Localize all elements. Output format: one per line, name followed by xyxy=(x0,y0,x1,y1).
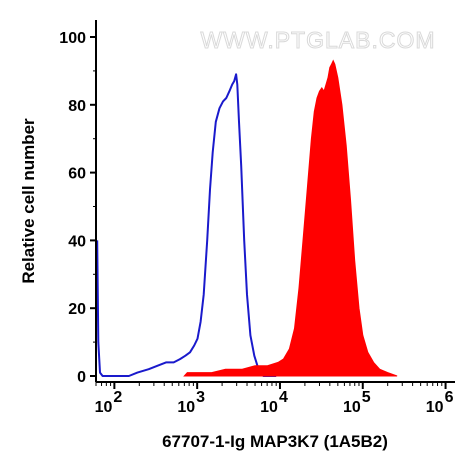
x-tick-label-1000: 10 xyxy=(177,399,195,416)
axes-layer xyxy=(95,20,455,383)
y-tick-label-0: 0 xyxy=(77,369,86,386)
watermark-text: WWW.PTGLAB.COM xyxy=(200,27,435,53)
y-tick-label-100: 100 xyxy=(59,30,86,47)
x-tick-label-1000000: 10 xyxy=(426,399,444,416)
x-tick-exponent-1000: 3 xyxy=(196,389,205,406)
series-layer xyxy=(96,59,398,377)
y-axis-title: Relative cell number xyxy=(19,118,38,284)
y-tick-label-60: 60 xyxy=(68,166,86,183)
x-tick-exponent-1000000: 6 xyxy=(445,389,454,406)
x-tick-label-100000: 10 xyxy=(343,399,361,416)
y-tick-label-80: 80 xyxy=(68,98,86,115)
x-axis-title: 67707-1-Ig MAP3K7 (1A5B2) xyxy=(162,432,388,451)
series-0-outline-histogram xyxy=(96,73,277,377)
x-tick-exponent-100: 2 xyxy=(113,389,122,406)
y-tick-label-40: 40 xyxy=(68,233,86,250)
x-tick-label-10000: 10 xyxy=(260,399,278,416)
x-tick-label-100: 10 xyxy=(95,399,113,416)
series-1-filled-histogram xyxy=(183,59,398,377)
y-tick-label-20: 20 xyxy=(68,301,86,318)
x-tick-exponent-10000: 4 xyxy=(279,389,288,406)
x-tick-exponent-100000: 5 xyxy=(362,389,371,406)
